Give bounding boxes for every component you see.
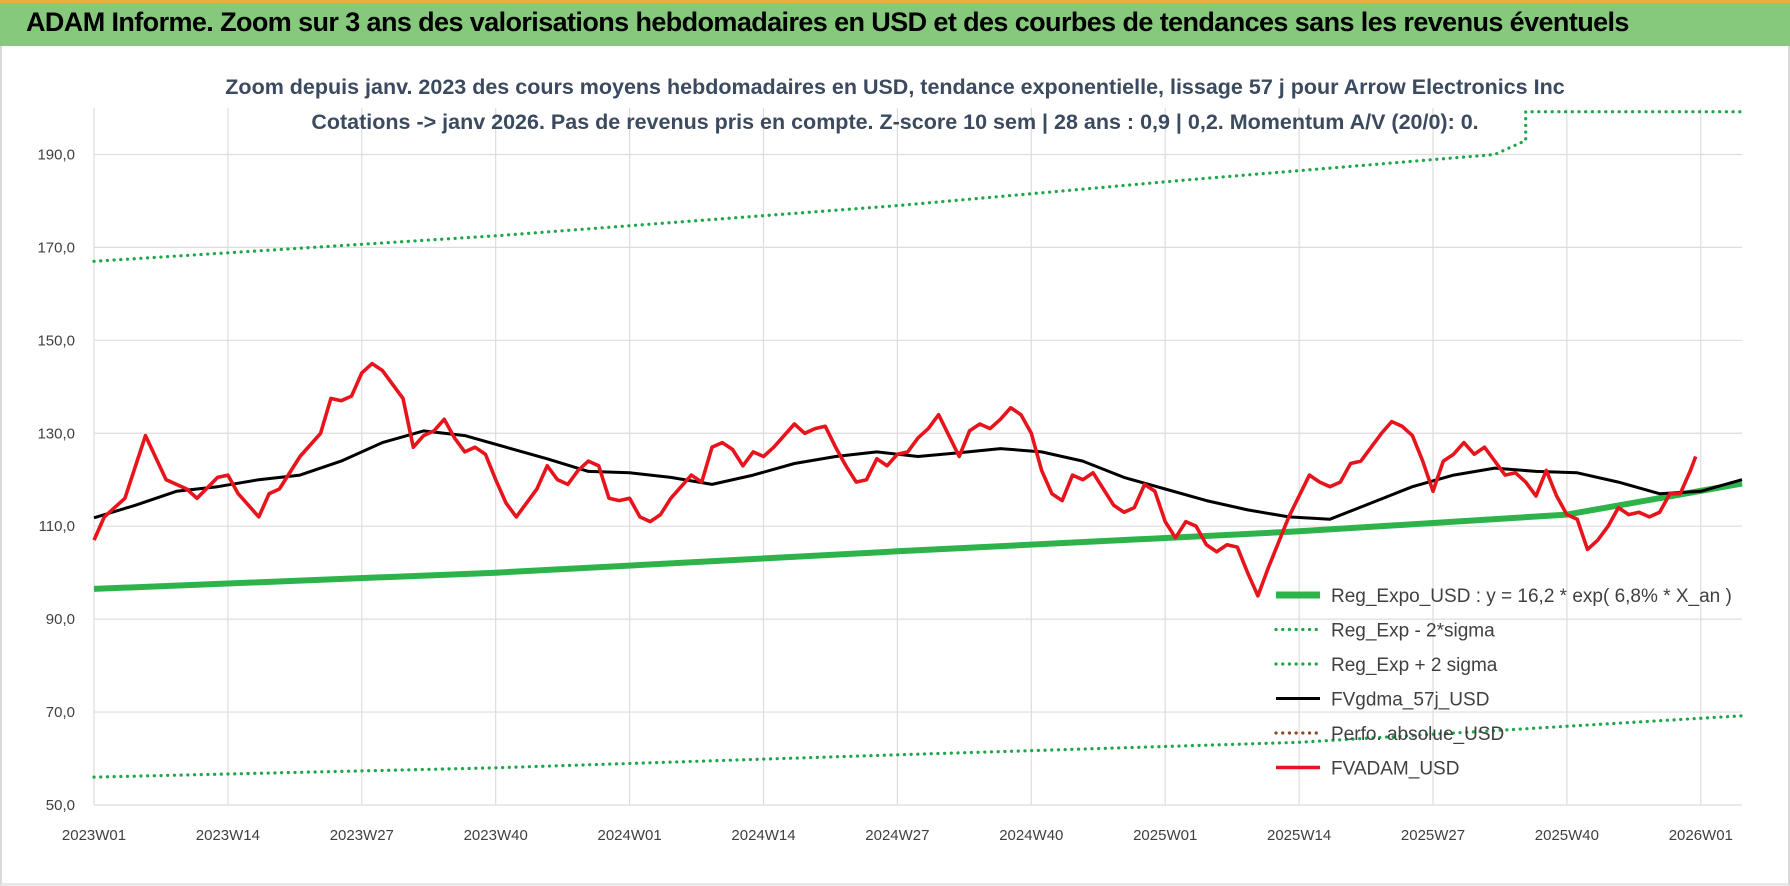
legend-item: Reg_Expo_USD : y = 16,2 * exp( 6,8% * X_…: [1276, 586, 1732, 607]
legend-item: FVgdma_57j_USD: [1276, 690, 1489, 711]
series-line-5: [92, 361, 1698, 598]
y-tick-label: 110,0: [39, 518, 75, 535]
x-tick-label: 2024W01: [597, 827, 661, 844]
series-line-0: [93, 480, 1743, 592]
grid-lines: [93, 108, 1742, 806]
legend-label: Reg_Expo_USD : y = 16,2 * exp( 6,8% * X_…: [1331, 586, 1732, 607]
x-tick-label: 2025W40: [1535, 827, 1599, 844]
y-tick-label: 70,0: [46, 704, 75, 721]
x-tick-label: 2024W40: [999, 827, 1063, 844]
y-tick-label: 190,0: [37, 146, 75, 163]
x-tick-label: 2023W01: [62, 827, 126, 844]
x-tick-label: 2023W27: [330, 827, 394, 844]
legend-item: FVADAM_USD: [1276, 759, 1459, 780]
chart-title: Zoom depuis janv. 2023 des cours moyens …: [225, 75, 1564, 99]
legend-item: Reg_Exp + 2 sigma: [1274, 655, 1498, 676]
x-tick-label: 2026W01: [1669, 827, 1733, 844]
chart-legend: Reg_Expo_USD : y = 16,2 * exp( 6,8% * X_…: [1274, 586, 1732, 780]
series-line-2: [92, 110, 1744, 263]
report-banner: ADAM Informe. Zoom sur 3 ans des valoris…: [0, 0, 1790, 46]
x-tick-label: 2025W14: [1267, 827, 1331, 844]
y-tick-label: 130,0: [37, 425, 75, 442]
report-banner-title: ADAM Informe. Zoom sur 3 ans des valoris…: [26, 7, 1629, 37]
legend-label: FVgdma_57j_USD: [1331, 690, 1489, 711]
y-tick-label: 50,0: [46, 797, 75, 814]
x-tick-label: 2024W27: [865, 827, 929, 844]
legend-label: Reg_Exp - 2*sigma: [1331, 621, 1495, 642]
legend-item: Perfo. absolue_USD: [1274, 724, 1504, 745]
x-tick-label: 2023W14: [196, 827, 260, 844]
series-line-3: [93, 429, 1743, 521]
x-tick-label: 2025W27: [1401, 827, 1465, 844]
x-tick-label: 2025W01: [1133, 827, 1197, 844]
legend-label: FVADAM_USD: [1331, 759, 1459, 780]
x-tick-label: 2024W14: [731, 827, 795, 844]
y-tick-label: 90,0: [46, 611, 75, 628]
series-lines: [92, 110, 1744, 779]
series-line-1: [92, 714, 1744, 779]
legend-label: Reg_Exp + 2 sigma: [1331, 655, 1498, 676]
chart-subtitle: Cotations -> janv 2026. Pas de revenus p…: [311, 110, 1478, 134]
axis-labels: 50,0 70,0 90,0 110,0 130,0 150,0 170,0 190,0 202…: [37, 146, 1732, 844]
x-tick-label: 2023W40: [464, 827, 528, 844]
y-tick-label: 150,0: [37, 332, 75, 349]
y-tick-label: 170,0: [37, 239, 75, 256]
legend-label: Perfo. absolue_USD: [1331, 724, 1504, 745]
legend-item: Reg_Exp - 2*sigma: [1274, 621, 1495, 642]
